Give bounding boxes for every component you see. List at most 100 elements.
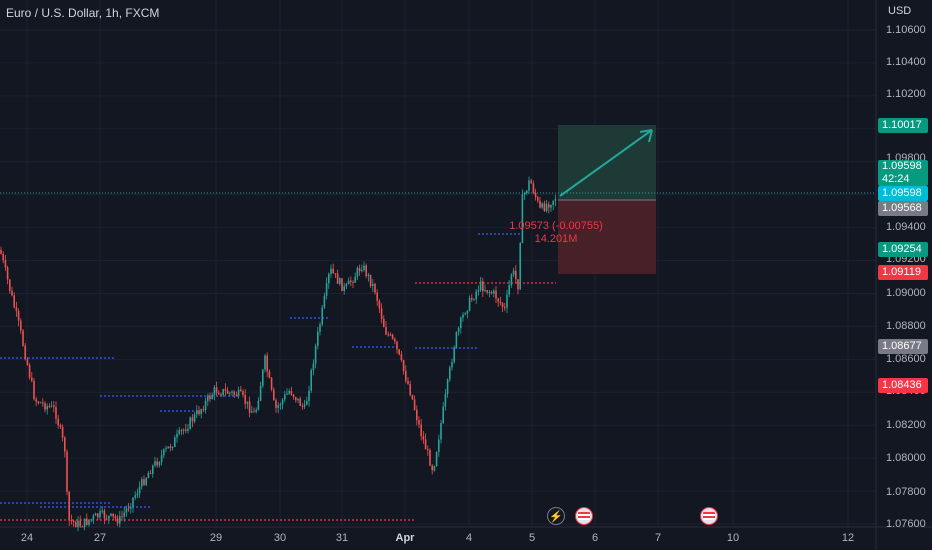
candle-body <box>292 394 295 398</box>
candle-body <box>444 393 447 407</box>
us-flag-icon[interactable] <box>575 507 593 525</box>
candle-body <box>442 406 444 424</box>
candle-body <box>244 394 246 404</box>
candle-body <box>198 410 200 415</box>
candle-body <box>121 516 123 518</box>
candle-body <box>468 298 471 311</box>
candle-body <box>103 510 106 519</box>
candle-body <box>545 204 548 211</box>
candle-body <box>356 268 359 277</box>
candle-body <box>325 283 328 296</box>
candle-body <box>187 428 189 431</box>
candle-body <box>372 283 374 287</box>
candle-body <box>251 411 253 413</box>
candle-body <box>97 513 99 518</box>
candle-body <box>433 466 436 471</box>
candle-body <box>218 392 220 395</box>
candle-body <box>125 508 128 513</box>
candle-body <box>490 292 493 294</box>
candle-body <box>110 513 112 516</box>
candle-body <box>33 380 35 400</box>
stop-zone <box>558 200 656 274</box>
candle-body <box>479 281 482 291</box>
candle-body <box>402 360 405 371</box>
candle-body <box>134 495 136 498</box>
candle-body <box>475 291 477 300</box>
candle-body <box>321 307 323 325</box>
candle-body <box>273 389 275 401</box>
candle-body <box>499 301 502 304</box>
candle-body <box>123 512 125 517</box>
x-tick: 12 <box>841 532 855 544</box>
flash-icon[interactable]: ⚡ <box>547 507 565 525</box>
x-tick: 10 <box>726 532 740 544</box>
candle-body <box>453 347 455 363</box>
candle-body <box>68 491 70 520</box>
candle-body <box>204 400 207 411</box>
candle-body <box>207 395 209 401</box>
candle-body <box>255 409 257 412</box>
us-flag-icon[interactable] <box>700 507 718 525</box>
candle-body <box>413 399 416 410</box>
last-price-value: 1.09598 <box>882 160 922 172</box>
y-tick: 1.08800 <box>886 320 926 332</box>
candle-body <box>420 424 422 437</box>
candle-body <box>94 513 97 516</box>
candle-body <box>237 389 240 396</box>
candle-body <box>275 400 277 408</box>
entry-price-badge: 1.09568 <box>878 201 928 216</box>
candle-body <box>460 317 462 329</box>
projection-arrow-line <box>559 129 653 197</box>
candle-body <box>497 298 499 302</box>
candle-body <box>57 418 59 426</box>
y-tick: 1.09400 <box>886 221 926 233</box>
candle-body <box>493 290 495 294</box>
candle-body <box>424 439 427 450</box>
candle-body <box>416 409 418 421</box>
candle-body <box>290 391 293 395</box>
candle-body <box>9 279 11 291</box>
candle-body <box>105 518 108 520</box>
candle-body <box>462 314 464 318</box>
position-pnl-label: 1.09573 (-0.00755) <box>509 220 603 232</box>
candle-body <box>539 200 541 208</box>
candle-body <box>224 389 227 391</box>
candle-body <box>281 399 284 405</box>
candle-body <box>389 334 392 336</box>
candle-body <box>407 380 409 385</box>
axis-currency-label[interactable]: USD <box>888 5 912 17</box>
candle-body <box>301 405 304 407</box>
candle-body <box>361 269 363 272</box>
candle-body <box>350 280 352 283</box>
symbol-title[interactable]: Euro / U.S. Dollar, 1h, FXCM <box>6 6 160 20</box>
y-tick: 1.08200 <box>886 419 926 431</box>
candle-body <box>488 292 491 294</box>
level-badge-green: 1.09254 <box>878 242 928 257</box>
candle-body <box>211 394 213 400</box>
candle-body <box>248 401 251 413</box>
candle-body <box>295 397 297 401</box>
candle-body <box>550 204 552 208</box>
x-tick: 5 <box>528 532 536 544</box>
candle-body <box>50 405 53 407</box>
candle-body <box>222 389 224 396</box>
candle-body <box>317 331 319 346</box>
candle-body <box>345 284 348 287</box>
candle-body <box>380 308 383 319</box>
candle-body <box>312 363 315 371</box>
candle-body <box>365 265 367 277</box>
candle-body <box>310 370 312 391</box>
candle-body <box>174 437 176 447</box>
candle-body <box>231 391 233 393</box>
candle-body <box>418 420 420 425</box>
level-badge-red: 1.08436 <box>878 378 928 393</box>
candle-body <box>171 446 174 448</box>
candle-body <box>279 404 282 406</box>
candle-body <box>242 391 244 395</box>
candle-body <box>328 273 330 284</box>
candle-body <box>449 367 451 380</box>
candle-body <box>299 398 301 406</box>
candle-body <box>176 433 178 438</box>
